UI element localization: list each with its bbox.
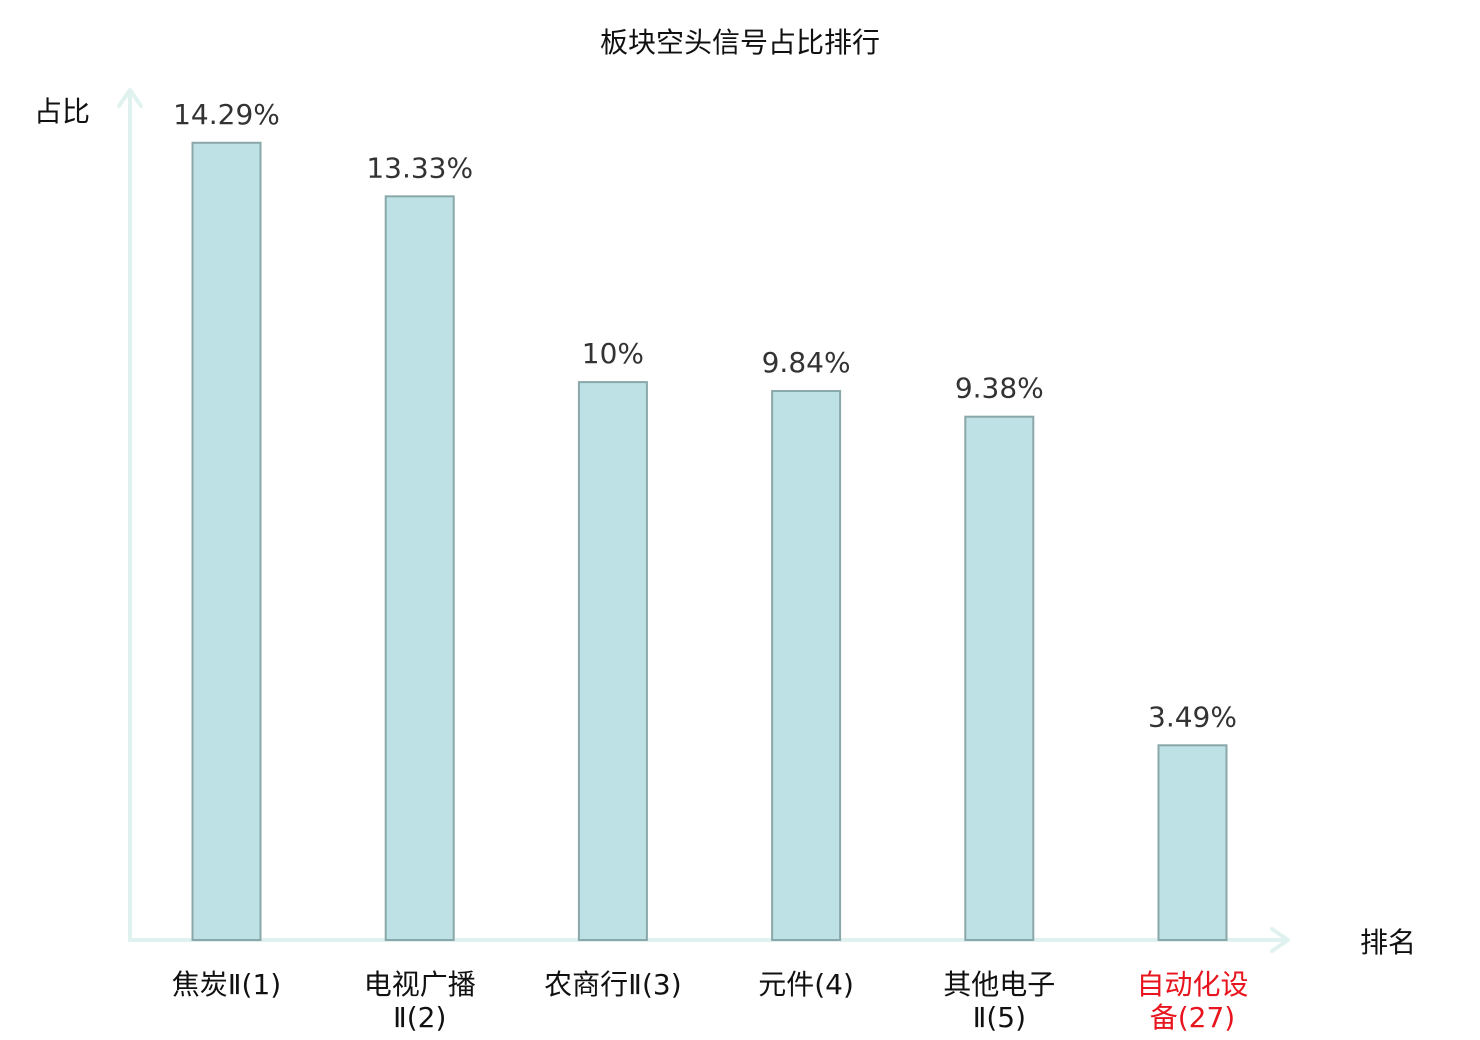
y-axis-arrow-icon	[117, 88, 143, 108]
bar	[771, 390, 842, 942]
bar	[1157, 744, 1228, 941]
x-axis: 排名	[128, 926, 1416, 959]
y-axis-title: 占比	[34, 95, 90, 128]
x-tick-label: Ⅱ(5)	[973, 1001, 1026, 1034]
bar-value-label: 9.84%	[762, 346, 851, 379]
x-tick-label: 自动化设	[1136, 968, 1248, 1001]
x-tick-label: 元件(4)	[758, 968, 854, 1001]
data-labels: 14.29% 13.33% 10% 9.84% 9.38% 3.49%	[173, 98, 1237, 734]
bar	[964, 415, 1035, 941]
y-axis: 占比	[34, 88, 143, 940]
bar-value-label: 14.29%	[173, 98, 280, 131]
x-axis-title: 排名	[1360, 926, 1416, 959]
bar-series	[191, 141, 1228, 942]
bar	[191, 141, 262, 941]
bar	[384, 195, 455, 942]
x-tick-label: Ⅱ(2)	[393, 1001, 446, 1034]
x-tick-label: 其他电子	[943, 968, 1055, 1001]
x-tick-label: 电视广播	[364, 968, 476, 1001]
x-tick-label: 焦炭Ⅱ(1)	[172, 968, 281, 1001]
bar-value-label: 10%	[582, 337, 644, 370]
bar-value-label: 9.38%	[955, 372, 1044, 405]
bar-value-label: 3.49%	[1148, 700, 1237, 733]
x-axis-arrow-icon	[1270, 927, 1290, 953]
chart-title: 板块空头信号占比排行	[600, 26, 880, 59]
x-tick-label: 农商行Ⅱ(3)	[544, 968, 681, 1001]
x-tick-label: 备(27)	[1150, 1001, 1235, 1034]
bar	[577, 381, 648, 941]
bar-value-label: 13.33%	[366, 151, 473, 184]
